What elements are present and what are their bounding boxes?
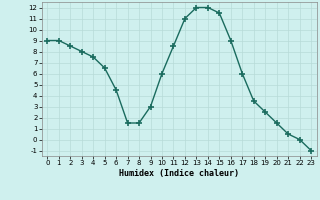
X-axis label: Humidex (Indice chaleur): Humidex (Indice chaleur) [119,169,239,178]
